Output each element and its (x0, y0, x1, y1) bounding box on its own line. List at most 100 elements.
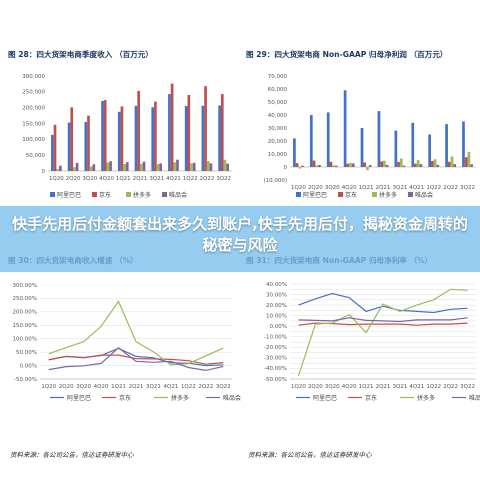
x-tick-label: 2Q22 (199, 176, 214, 182)
x-tick-label: 1Q20 (41, 384, 56, 390)
y-tick-label: 40.00% (266, 282, 287, 288)
bar-唯品会 (75, 162, 79, 171)
bar-阿里巴巴 (101, 101, 104, 171)
y-tick-label: 250.00% (13, 296, 37, 302)
bar-拼多多 (366, 167, 369, 171)
bar-拼多多 (433, 159, 437, 167)
bar-拼多多 (173, 162, 177, 171)
bar-唯品会 (125, 162, 129, 171)
y-tick-label: 250,000 (22, 90, 45, 96)
bar-拼多多 (140, 163, 143, 171)
bar-拼多多 (450, 156, 454, 167)
legend-label: 唯品会 (169, 191, 187, 199)
y-tick-label: 60,000 (268, 87, 288, 93)
legend-label: 京东 (365, 394, 377, 402)
x-tick-label: 1Q20 (291, 185, 306, 191)
y-tick-label: 30.00% (266, 292, 287, 298)
bar-阿里巴巴 (377, 111, 381, 167)
x-tick-label: 1Q22 (183, 176, 198, 182)
y-tick-label: 100.00% (13, 337, 37, 343)
bar-京东 (103, 100, 107, 171)
x-tick-label: 1Q21 (116, 176, 131, 182)
x-tick-label: 3Q20 (325, 185, 340, 191)
source-note-right: 资料来源：各公司公告，信达证券研发中心 (248, 451, 372, 459)
bar-唯品会 (334, 165, 338, 167)
bar-唯品会 (402, 165, 406, 167)
bar-京东 (70, 107, 74, 171)
bar-京东 (53, 124, 57, 171)
bar-京东 (414, 163, 417, 167)
y-tick-label: 30,000 (268, 126, 288, 132)
bar-阿里巴巴 (309, 115, 313, 167)
y-tick-label: 0.00% (20, 363, 37, 369)
x-tick-label: 1Q22 (426, 185, 441, 191)
y-tick-label: 150.00% (13, 323, 37, 329)
y-tick-label: 70,000 (268, 74, 288, 80)
bar-京东 (363, 162, 367, 167)
x-tick-label: 1Q21 (111, 384, 126, 390)
x-tick-label: 2Q21 (133, 176, 148, 182)
bar-唯品会 (436, 164, 440, 167)
series-line-唯品会 (298, 317, 468, 323)
legend-label: 唯品会 (223, 394, 241, 402)
legend-label: 拼多多 (417, 394, 435, 402)
bar-京东 (204, 86, 207, 171)
bar-阿里巴巴 (84, 121, 88, 171)
bar-阿里巴巴 (462, 121, 465, 167)
bar-京东 (346, 163, 350, 167)
headline-banner (0, 206, 480, 272)
bar-唯品会 (368, 165, 372, 167)
x-tick-label: 4Q20 (342, 185, 357, 191)
x-tick-label: 4Q21 (163, 384, 178, 390)
bar-阿里巴巴 (343, 90, 347, 167)
x-tick-label: 2Q20 (308, 185, 323, 191)
x-tick-label: 4Q20 (99, 176, 114, 182)
legend-label: 阿里巴巴 (67, 394, 91, 402)
bar-阿里巴巴 (293, 138, 296, 167)
y-tick-label: -40.00% (264, 366, 287, 372)
bar-拼多多 (349, 162, 352, 167)
bar-京东 (312, 160, 316, 167)
bar-京东 (137, 90, 140, 171)
bar-唯品会 (209, 163, 213, 171)
bar-拼多多 (223, 159, 227, 171)
x-tick-label: 3Q21 (392, 384, 407, 390)
bar-唯品会 (385, 164, 389, 167)
y-tick-label: 300.00% (13, 283, 37, 289)
series-line-拼多多 (297, 288, 468, 376)
bar-阿里巴巴 (360, 128, 364, 167)
bar-阿里巴巴 (184, 106, 188, 171)
bar-唯品会 (142, 161, 146, 171)
x-tick-label: 1Q22 (181, 384, 196, 390)
y-tick-label: 10.00% (266, 313, 287, 319)
x-tick-label: 4Q21 (409, 185, 424, 191)
legend-label: 拼多多 (133, 191, 151, 199)
bar-阿里巴巴 (394, 130, 398, 167)
x-tick-label: 1Q22 (426, 384, 441, 390)
x-tick-label: 4Q20 (94, 384, 109, 390)
bar-唯品会 (176, 159, 179, 171)
bar-拼多多 (190, 163, 193, 171)
bar-京东 (397, 161, 400, 167)
x-tick-label: 4Q21 (166, 176, 181, 182)
y-tick-label: -20.00% (264, 345, 287, 351)
bar-唯品会 (470, 164, 473, 167)
legend-label: 阿里巴巴 (313, 394, 337, 402)
x-tick-label: 4Q21 (409, 384, 424, 390)
bar-阿里巴巴 (67, 122, 71, 171)
y-tick-label: 0.00% (270, 324, 287, 330)
x-tick-label: 2Q20 (66, 176, 81, 182)
x-tick-label: 2Q21 (129, 384, 144, 390)
bar-拼多多 (123, 163, 126, 171)
y-tick-label: 0 (42, 169, 46, 175)
legend-swatch (338, 192, 343, 197)
x-tick-label: 1Q20 (49, 176, 64, 182)
y-tick-label: -10.00% (264, 335, 287, 341)
legend-label: 京东 (345, 191, 357, 199)
legend-swatch (126, 192, 131, 197)
series-line-拼多多 (48, 300, 224, 366)
series-line-京东 (48, 354, 224, 365)
x-tick-label: 4Q20 (342, 384, 357, 390)
bar-京东 (170, 83, 174, 171)
